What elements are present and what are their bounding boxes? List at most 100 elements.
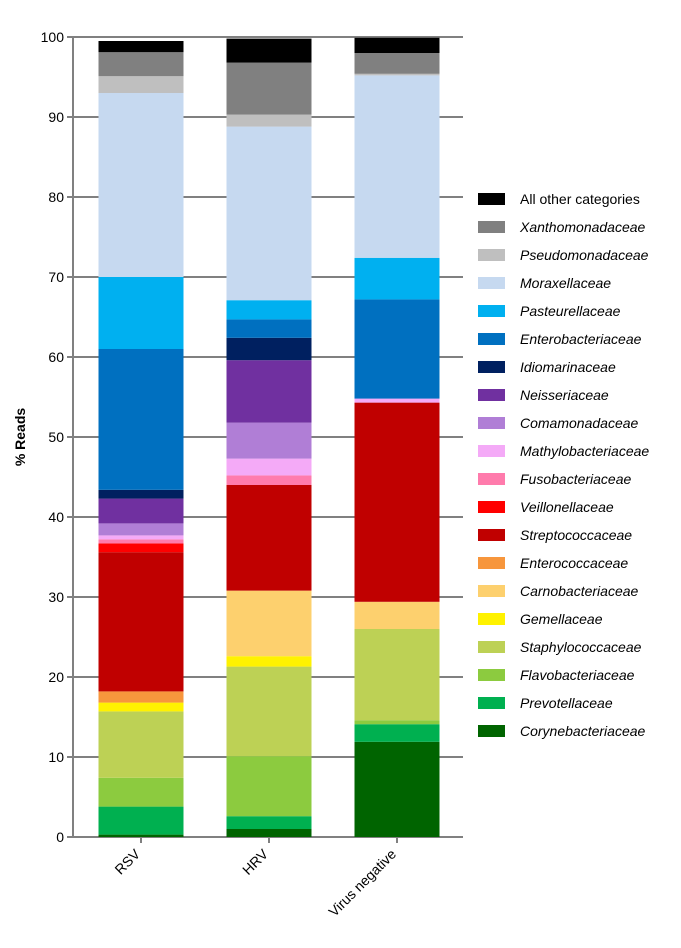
bar-segment xyxy=(98,277,184,349)
bar-segment xyxy=(98,777,184,807)
bar-segment xyxy=(354,37,440,53)
y-tick-label: 40 xyxy=(48,509,64,525)
bar-segment xyxy=(98,93,184,277)
bar-segment xyxy=(226,422,312,459)
bar-segment xyxy=(354,53,440,74)
legend-swatch xyxy=(478,697,505,709)
legend-label: Enterococcaceae xyxy=(520,555,628,571)
legend-swatch xyxy=(478,193,505,205)
bar-segment xyxy=(226,360,312,423)
bars xyxy=(98,37,440,837)
y-tick-label: 30 xyxy=(48,589,64,605)
bar-segment xyxy=(354,402,440,602)
bar-segment xyxy=(98,702,184,712)
bar-segment xyxy=(226,38,312,63)
y-tick-label: 0 xyxy=(56,829,64,845)
legend-swatch xyxy=(478,277,505,289)
bar-segment xyxy=(98,41,184,53)
bar-segment xyxy=(226,816,312,829)
y-tick-label: 20 xyxy=(48,669,64,685)
bar-segment xyxy=(98,539,184,544)
bar-segment xyxy=(354,720,440,725)
bar-segment xyxy=(354,741,440,837)
y-tick-label: 60 xyxy=(48,349,64,365)
legend-swatch xyxy=(478,249,505,261)
bar-segment xyxy=(98,691,184,703)
legend-swatch xyxy=(478,529,505,541)
bar-segment xyxy=(98,498,184,524)
legend-swatch xyxy=(478,361,505,373)
legend-label: Fusobacteriaceae xyxy=(520,471,632,487)
bar-segment xyxy=(226,319,312,338)
bar-segment xyxy=(354,724,440,742)
legend-label: Flavobacteriaceae xyxy=(520,667,635,683)
bar-segment xyxy=(354,257,440,300)
bar-segment xyxy=(226,656,312,667)
bar-segment xyxy=(354,299,440,399)
bar-segment xyxy=(98,552,184,692)
legend-label: Corynebacteriaceae xyxy=(520,723,646,739)
y-tick-label: 90 xyxy=(48,109,64,125)
y-tick-label: 70 xyxy=(48,269,64,285)
legend-label: Xanthomonadaceae xyxy=(519,219,646,235)
bar-segment xyxy=(226,590,312,657)
legend-label: Idiomarinaceae xyxy=(520,359,616,375)
bar-segment xyxy=(226,300,312,320)
bar-segment xyxy=(226,475,312,485)
legend-swatch xyxy=(478,585,505,597)
legend-swatch xyxy=(478,613,505,625)
y-axis-label: % Reads xyxy=(12,408,28,467)
legend-label: Mathylobacteriaceae xyxy=(520,443,649,459)
legend-swatch xyxy=(478,557,505,569)
legend-label: Staphylococcaceae xyxy=(520,639,642,655)
legend: All other categories Xanthomonadaceae Pseu… xyxy=(478,191,649,739)
legend-label: Neisseriaceae xyxy=(520,387,609,403)
bar-segment xyxy=(98,76,184,93)
legend-label: Pasteurellaceae xyxy=(520,303,621,319)
legend-label: All other categories xyxy=(520,191,640,207)
legend-swatch xyxy=(478,445,505,457)
bar-segment xyxy=(98,806,184,835)
legend-swatch xyxy=(478,305,505,317)
x-tick-label: Virus negative xyxy=(325,846,399,920)
bar-segment xyxy=(226,458,312,476)
bar-segment xyxy=(98,523,184,536)
y-tick-label: 80 xyxy=(48,189,64,205)
x-tick-label: RSV xyxy=(111,845,143,877)
bar-segment xyxy=(354,629,440,721)
axes: 0 10 20 30 40 50 60 70 80 90 100 RSV HRV Virus negati… xyxy=(41,29,400,920)
bar-segment xyxy=(226,485,312,591)
legend-swatch xyxy=(478,473,505,485)
bar-segment xyxy=(354,75,440,258)
bar-segment xyxy=(354,73,440,76)
bar-segment xyxy=(98,834,184,837)
bar-segment xyxy=(354,601,440,629)
legend-label: Prevotellaceae xyxy=(520,695,613,711)
legend-label: Pseudomonadaceae xyxy=(520,247,649,263)
bar-segment xyxy=(98,489,184,499)
legend-label: Veillonellaceae xyxy=(520,499,614,515)
bar-segment xyxy=(226,756,312,817)
legend-label: Streptococcaceae xyxy=(520,527,632,543)
bar-segment xyxy=(354,398,440,403)
bar-segment xyxy=(98,543,184,553)
bar-segment xyxy=(226,126,312,301)
x-tick-label: HRV xyxy=(239,845,272,878)
legend-swatch xyxy=(478,417,505,429)
y-tick-label: 10 xyxy=(48,749,64,765)
legend-label: Gemellaceae xyxy=(520,611,603,627)
bar-segment xyxy=(226,114,312,127)
bar-segment xyxy=(226,666,312,757)
legend-swatch xyxy=(478,221,505,233)
y-tick-label: 50 xyxy=(48,429,64,445)
bar-segment xyxy=(226,829,312,837)
legend-swatch xyxy=(478,389,505,401)
legend-swatch xyxy=(478,669,505,681)
legend-swatch xyxy=(478,725,505,737)
bar-segment xyxy=(98,535,184,540)
bar-segment xyxy=(98,349,184,490)
legend-label: Moraxellaceae xyxy=(520,275,611,291)
legend-label: Carnobacteriaceae xyxy=(520,583,639,599)
bar-segment xyxy=(98,52,184,77)
